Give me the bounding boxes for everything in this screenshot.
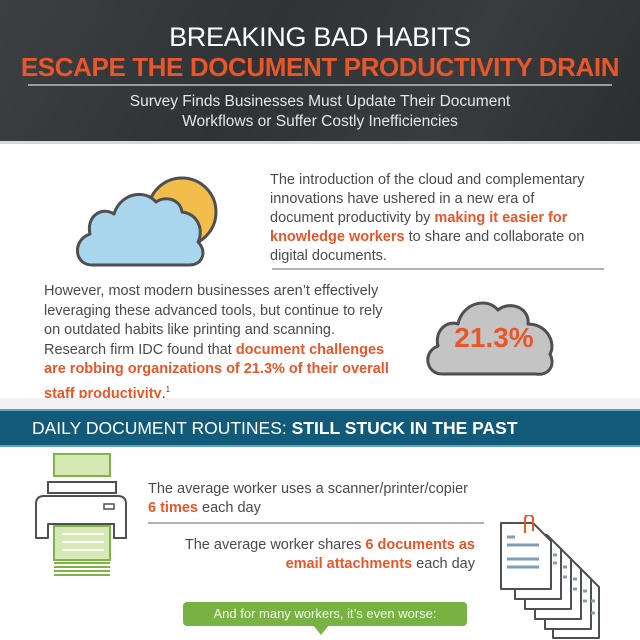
section-banner: DAILY DOCUMENT ROUTINES: STILL STUCK IN … <box>0 409 640 447</box>
page-title: BREAKING BAD HABITS <box>169 22 471 52</box>
finding-paragraph: However, most modern businesses aren’t e… <box>44 283 389 402</box>
callout-pointer <box>313 625 329 635</box>
banner-title: DAILY DOCUMENT ROUTINES: STILL STUCK IN … <box>32 418 518 438</box>
header: BREAKING BAD HABITS ESCAPE THE DOCUMENT … <box>0 0 640 141</box>
intro-highlight: making it easier for knowledge workers <box>270 210 568 245</box>
footnote-marker: 1 <box>165 384 171 394</box>
page-headline: ESCAPE THE DOCUMENT PRODUCTIVITY DRAIN <box>20 52 620 82</box>
section-gap <box>0 398 640 410</box>
header-divider <box>28 84 612 86</box>
printer-icon <box>30 452 130 587</box>
subtitle-line-2: Workflows or Suffer Costly Inefficiencie… <box>182 113 458 130</box>
intro-paragraph: The introduction of the cloud and comple… <box>270 172 585 264</box>
attached-documents-icon <box>495 513 605 640</box>
productivity-loss-stat: 21.3% <box>454 322 534 353</box>
callout-bubble: And for many workers, it’s even worse: <box>183 602 467 626</box>
routines-divider <box>148 522 484 524</box>
page-subtitle: Survey Finds Businesses Must Update Thei… <box>0 92 640 132</box>
finding-highlight: document challenges are robbing organiza… <box>44 341 389 402</box>
intro-divider <box>272 268 604 270</box>
scanner-usage-stat: The average worker uses a scanner/printe… <box>148 481 468 516</box>
header-bottom-border <box>0 141 640 144</box>
cloud-icon <box>420 292 560 387</box>
email-attachments-stat: The average worker shares 6 documents as… <box>184 537 475 572</box>
cloud-sun-icon <box>70 170 230 275</box>
subtitle-line-1: Survey Finds Businesses Must Update Thei… <box>129 93 511 110</box>
